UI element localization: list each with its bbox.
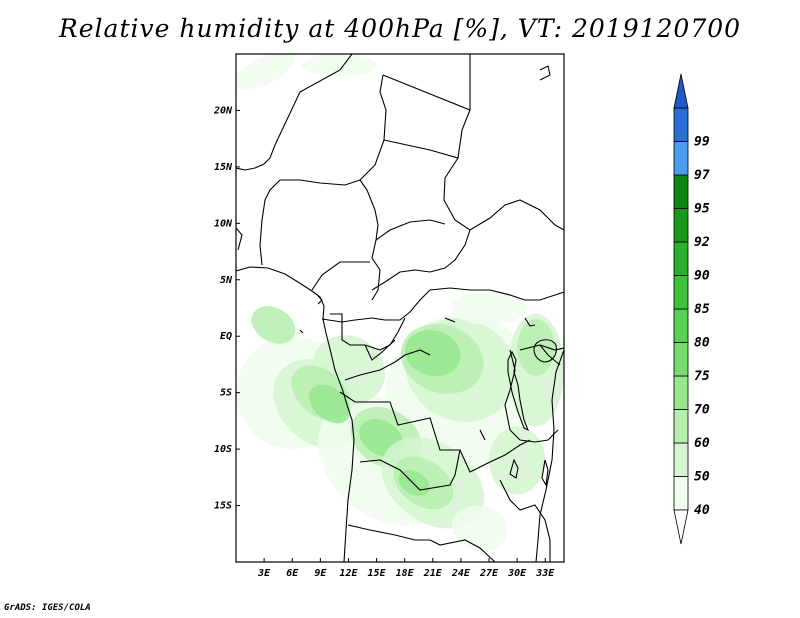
lat-label-5S: 5S: [220, 388, 232, 399]
humidity-area-20: [451, 505, 508, 551]
lon-label-21E: 21E: [423, 568, 443, 579]
colorbar-segment-90: [673, 241, 689, 276]
humidity-area-22: [451, 291, 527, 325]
border: [344, 349, 431, 381]
border: [519, 344, 564, 351]
lon-label-9E: 9E: [314, 568, 327, 579]
humidity-area-1: [301, 54, 377, 77]
border: [330, 313, 343, 322]
colorbar-label-95: 95: [694, 202, 710, 217]
border: [539, 344, 561, 366]
coastline-small: [539, 65, 551, 81]
lon-label-24E: 24E: [451, 568, 471, 579]
coastline-small: [444, 317, 456, 323]
colorbar-label-60: 60: [694, 436, 710, 451]
colorbar-label-70: 70: [694, 403, 710, 418]
humidity-area-19: [489, 426, 546, 495]
colorbar-label-92: 92: [694, 235, 710, 250]
border: [359, 74, 387, 181]
colorbar-segment-40: [673, 476, 689, 511]
colorbar-label-75: 75: [694, 369, 710, 384]
map-borders: [236, 54, 564, 562]
lat-label-10N: 10N: [214, 218, 233, 229]
lake: [509, 458, 519, 479]
humidity-fields: [236, 54, 564, 551]
latitude-labels: 20N 15N 10N 5N EQ 5S 10S 15S: [213, 105, 240, 512]
border: [341, 317, 406, 351]
border: [364, 339, 396, 361]
lon-label-3E: 3E: [257, 568, 271, 579]
colorbar-label-50: 50: [694, 470, 710, 485]
coastline: [236, 266, 355, 562]
border: [429, 539, 496, 562]
colorbar-bottom-arrow: [673, 509, 689, 545]
colorbar-segment-97: [673, 141, 689, 176]
colorbar-label-80: 80: [694, 336, 710, 351]
colorbar-segment-75: [673, 342, 689, 377]
border: [359, 179, 379, 259]
coastline-small: [299, 329, 304, 334]
colorbar-segment-50: [673, 442, 689, 477]
colorbar-label-99: 99: [694, 135, 710, 150]
lake: [533, 339, 557, 363]
lon-label-33E: 33E: [535, 568, 555, 579]
lon-label-27E: 27E: [479, 568, 499, 579]
border: [499, 479, 551, 562]
lake: [507, 350, 530, 432]
border: [321, 287, 564, 323]
border: [371, 257, 381, 301]
humidity-area-8: [405, 330, 461, 377]
colorbar: 40 50 60 70 75 80 85 90 92 95 97 99: [673, 73, 710, 545]
border: [375, 219, 446, 241]
lat-label-10S: 10S: [214, 444, 232, 455]
colorbar-label-85: 85: [694, 302, 710, 317]
coastline-small: [524, 317, 536, 327]
lon-label-18E: 18E: [396, 568, 415, 579]
map-frame: [235, 53, 565, 563]
border: [443, 157, 564, 231]
border: [371, 229, 471, 291]
map-title: Relative humidity at 400hPa [%], VT: 201…: [58, 14, 742, 43]
border: [347, 524, 430, 541]
colorbar-segment-80: [673, 308, 689, 343]
humidity-area-21: [251, 306, 296, 344]
longitude-labels: 3E 6E 9E 12E 15E 18E 21E 24E 27E 30E 33E: [257, 558, 555, 579]
colorbar-segment-60: [673, 409, 689, 444]
colorbar-label-97: 97: [694, 168, 710, 183]
lon-label-12E: 12E: [339, 568, 358, 579]
humidity-area-0: [236, 54, 295, 90]
colorbar-label-40: 40: [694, 503, 710, 518]
border: [339, 391, 531, 473]
lon-label-15E: 15E: [368, 568, 387, 579]
colorbar-segment-99: [673, 107, 689, 142]
border: [359, 449, 461, 491]
coastline-small: [236, 227, 243, 251]
colorbar-segment-85: [673, 275, 689, 310]
border: [311, 261, 370, 291]
colorbar-top-arrow: [673, 73, 689, 109]
border: [274, 54, 353, 146]
lat-label-15N: 15N: [214, 162, 233, 173]
coastline-east: [535, 349, 564, 562]
colorbar-segment-70: [673, 375, 689, 410]
coastline-small: [479, 429, 486, 441]
lat-label-15S: 15S: [214, 501, 232, 512]
lat-label-20N: 20N: [213, 105, 233, 116]
coastline-small: [317, 295, 323, 305]
lon-label-6E: 6E: [286, 568, 299, 579]
border: [504, 349, 559, 443]
lat-label-5N: 5N: [220, 275, 233, 286]
border: [259, 179, 361, 266]
lat-label-EQ: EQ: [220, 331, 232, 342]
colorbar-segment-95: [673, 174, 689, 209]
colorbar-label-90: 90: [694, 269, 710, 284]
humidity-area-11: [309, 384, 351, 424]
credit-label: GrADS: IGES/COLA: [4, 603, 91, 613]
lake: [541, 459, 549, 487]
border: [236, 144, 276, 171]
colorbar-segment-92: [673, 208, 689, 243]
lon-label-30E: 30E: [507, 568, 527, 579]
